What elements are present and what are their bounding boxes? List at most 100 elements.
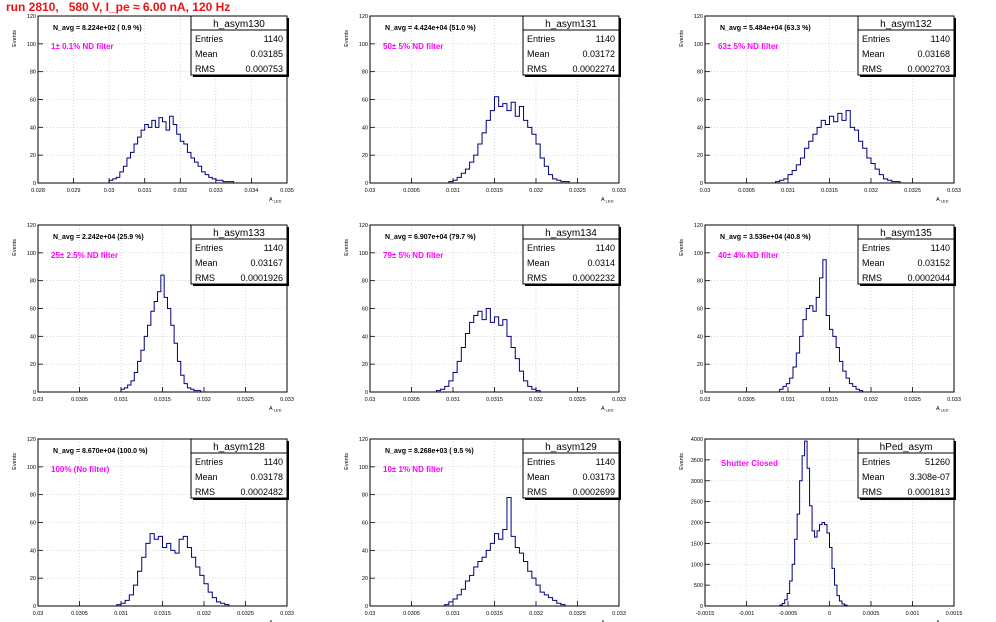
navg-label: N_avg = 4.424e+04 (51.0 %) [385, 25, 476, 32]
stats-label: Mean [195, 258, 218, 268]
y-tick-label: 120 [27, 223, 36, 229]
y-tick-label: 0 [33, 604, 36, 610]
navg-label: N_avg = 8.268e+03 ( 9.5 %) [385, 448, 474, 455]
histogram-panel: 0.028 0.029 0.03 0.031 0.032 0.033 0.034 0.035 0… [12, 14, 294, 204]
y-tick-label: 0 [700, 604, 703, 610]
y-tick-label: 20 [697, 362, 703, 368]
navg-label: N_avg = 8.670e+04 (100.0 %) [53, 448, 148, 455]
y-axis-label: Events [679, 453, 685, 470]
x-tick-label: 0.03 [700, 397, 711, 403]
y-tick-label: 500 [694, 583, 703, 589]
histogram-line [444, 496, 566, 606]
histogram-panel: 0.03 0.0305 0.031 0.0315 0.032 0.0325 0.033 0 20… [344, 14, 626, 204]
x-tick-label: 0.0315 [486, 188, 503, 194]
x-tick-label: 0.033 [209, 188, 223, 194]
x-axis-label-sub: LED [941, 199, 949, 204]
y-tick-label: 40 [362, 548, 368, 554]
x-axis-label: ALED [269, 197, 282, 204]
stats-label: Mean [195, 472, 218, 482]
x-tick-label: 0.031 [781, 397, 795, 403]
run-title: run 2810, 580 V, I_pe ≈ 6.00 nA, 120 Hz [6, 0, 231, 14]
stats-value: 0.000753 [245, 64, 283, 74]
stats-label: Entries [195, 457, 224, 467]
stats-value: 0.0001813 [907, 487, 950, 497]
x-tick-label: 0.0315 [154, 611, 171, 617]
y-tick-label: 0 [33, 181, 36, 187]
y-axis-label: Events [12, 453, 18, 470]
y-tick-label: 60 [30, 98, 36, 104]
x-tick-label: 0.032 [197, 397, 211, 403]
y-axis-label: Events [344, 30, 350, 47]
stats-value: 1140 [596, 34, 615, 44]
stats-value: 0.0314 [587, 258, 615, 268]
stats-label: Entries [527, 457, 556, 467]
x-tick-label: 0.033 [612, 397, 626, 403]
histogram-name: h_asym132 [880, 19, 932, 30]
histogram-line [116, 533, 230, 606]
stats-label: Entries [195, 243, 224, 253]
x-tick-label: 0.0015 [946, 611, 963, 617]
stats-value: 0.0002482 [240, 487, 283, 497]
stats-label: Mean [862, 258, 885, 268]
y-tick-label: 0 [365, 390, 368, 396]
y-tick-label: 80 [30, 70, 36, 76]
x-tick-label: 0.0325 [237, 611, 254, 617]
y-tick-label: 120 [359, 14, 368, 20]
y-tick-label: 4000 [691, 437, 703, 443]
stats-box [857, 438, 955, 499]
stats-value: 1140 [931, 34, 950, 44]
x-tick-label: 0.0315 [486, 397, 503, 403]
histogram-name: h_asym129 [545, 442, 597, 453]
y-tick-label: 60 [362, 307, 368, 313]
stats-value: 0.0001926 [240, 273, 283, 283]
stats-label: Mean [862, 472, 885, 482]
y-tick-label: 20 [362, 153, 368, 159]
y-tick-label: 20 [362, 362, 368, 368]
y-tick-label: 1500 [691, 541, 703, 547]
x-tick-label: 0.032 [529, 188, 543, 194]
histogram-line [108, 115, 235, 183]
y-tick-label: 100 [359, 465, 368, 471]
stats-label: RMS [862, 487, 882, 497]
x-tick-label: 0.0305 [71, 611, 88, 617]
x-tick-label: -0.001 [739, 611, 755, 617]
histogram-panel: -0.0015 -0.001 -0.0005 0 0.0005 0.001 0.0015 0 5… [679, 437, 962, 622]
y-tick-label: 40 [362, 125, 368, 131]
x-tick-label: 0.033 [280, 611, 294, 617]
filter-label: Shutter Closed [721, 459, 778, 468]
stats-box [857, 15, 955, 76]
y-tick-label: 40 [30, 334, 36, 340]
y-tick-label: 40 [30, 125, 36, 131]
y-tick-label: 100 [27, 42, 36, 48]
filter-label: 100% (No filter) [51, 465, 110, 474]
x-tick-label: 0.033 [612, 611, 626, 617]
x-tick-label: 0.03 [365, 397, 376, 403]
x-tick-label: 0.0325 [569, 611, 586, 617]
x-tick-label: 0.0315 [486, 611, 503, 617]
navg-label: N_avg = 3.536e+04 (40.8 %) [720, 234, 811, 241]
y-tick-label: 120 [694, 223, 703, 229]
y-axis-label: Events [12, 30, 18, 47]
y-tick-label: 80 [30, 279, 36, 285]
y-tick-label: 60 [362, 521, 368, 527]
x-tick-label: 0.0315 [154, 397, 171, 403]
x-tick-label: 0.033 [947, 188, 961, 194]
x-tick-label: 0.031 [138, 188, 152, 194]
stats-value: 1140 [264, 34, 283, 44]
y-axis-label: Events [344, 453, 350, 470]
y-tick-label: 100 [694, 42, 703, 48]
histogram-panel: 0.03 0.0305 0.031 0.0315 0.032 0.0325 0.033 0 20… [344, 437, 626, 622]
stats-box [522, 15, 620, 76]
stats-label: Entries [862, 34, 891, 44]
stats-box [522, 438, 620, 499]
x-axis-label: ALED [601, 406, 614, 413]
y-tick-label: 80 [362, 70, 368, 76]
stats-box [190, 224, 288, 285]
x-axis-label-sub: LED [941, 408, 949, 413]
y-tick-label: 2500 [691, 500, 703, 506]
stats-label: Entries [527, 34, 556, 44]
x-tick-label: 0.029 [67, 188, 81, 194]
y-tick-label: 80 [362, 279, 368, 285]
y-tick-label: 0 [700, 390, 703, 396]
